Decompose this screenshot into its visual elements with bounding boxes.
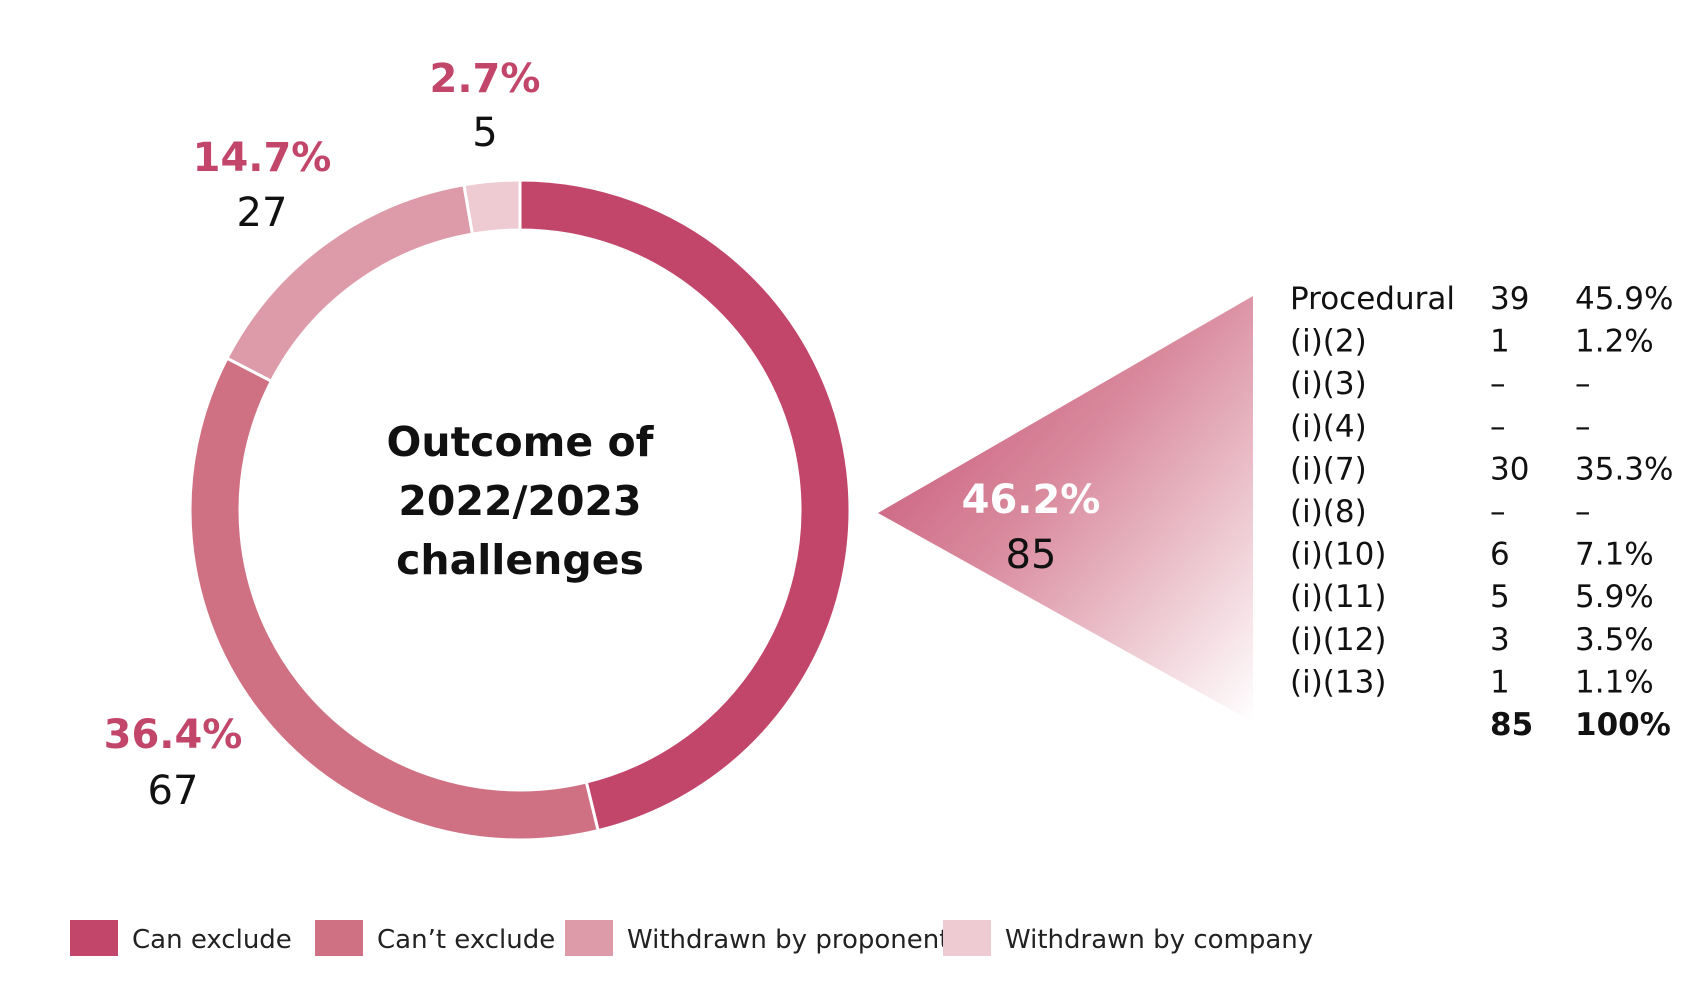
breakdown-row-percent: 1.2% [1575,324,1654,360]
breakdown-row-count: 1 [1490,324,1510,360]
legend-label: Can exclude [132,925,292,955]
donut-slices [188,178,852,842]
breakdown-row-percent: 35.3% [1575,451,1673,487]
donut-slice-can-exclude [518,178,852,833]
breakdown-row-count: 5 [1490,579,1510,615]
center-title-line-1: Outcome of [387,418,655,466]
slice-labels: 46.2% 85 36.4% 67 14.7% 27 2.7% 5 [104,56,1101,814]
legend-swatch [70,920,118,956]
slice-count-cant-exclude: 67 [148,768,199,814]
breakdown-row-label: (i)(8) [1290,494,1367,530]
slice-percent-withdrawn-by-proponent: 14.7% [193,135,332,181]
breakdown-row-label: (i)(12) [1290,622,1386,658]
slice-percent-withdrawn-by-company: 2.7% [430,56,541,102]
legend-swatch [943,920,991,956]
center-title-line-3: challenges [396,536,644,584]
breakdown-row-label: Procedural [1290,281,1455,317]
breakdown-row-label: (i)(7) [1290,451,1367,487]
legend: Can exclude Can’t exclude Withdrawn by pro… [70,920,1313,956]
legend-label: Withdrawn by company [1005,925,1313,955]
breakdown-row-label: (i)(10) [1290,537,1386,573]
breakdown-row-count: 3 [1490,622,1510,658]
breakdown-row-percent: 7.1% [1575,537,1654,573]
breakdown-callout-triangle [878,296,1253,722]
breakdown-row-percent: – [1575,409,1591,445]
breakdown-row-percent: 45.9% [1575,281,1673,317]
legend-swatch [565,920,613,956]
donut-slice-withdrawn-by-company [462,178,522,236]
breakdown-row-label: (i)(11) [1290,579,1386,615]
slice-count-can-exclude: 85 [1006,532,1057,578]
legend-swatch [315,920,363,956]
breakdown-row-count: 1 [1490,664,1510,700]
slice-percent-can-exclude: 46.2% [962,477,1101,523]
breakdown-row-percent: – [1575,366,1591,402]
breakdown-row-count: 30 [1490,451,1529,487]
legend-label: Withdrawn by proponent [627,925,949,955]
breakdown-row-percent: 1.1% [1575,664,1654,700]
breakdown-row-count: 39 [1490,281,1529,317]
breakdown-row-label: (i)(2) [1290,324,1367,360]
breakdown-row-label: (i)(3) [1290,366,1367,402]
breakdown-row-percent: – [1575,494,1591,530]
breakdown-row-percent: 3.5% [1575,622,1654,658]
slice-count-withdrawn-by-proponent: 27 [237,190,288,236]
legend-label: Can’t exclude [377,925,555,955]
breakdown-table: Procedural 39 45.9% (i)(2) 1 1.2% (i)(3) – – (i)(… [1290,281,1673,743]
breakdown-row-label: (i)(13) [1290,664,1386,700]
breakdown-total-count: 85 [1490,707,1533,743]
breakdown-row-percent: 5.9% [1575,579,1654,615]
breakdown-row-count: – [1490,366,1506,402]
breakdown-row-label: (i)(4) [1290,409,1367,445]
breakdown-total-percent: 100% [1575,707,1671,743]
breakdown-row-count: – [1490,409,1506,445]
slice-percent-cant-exclude: 36.4% [104,712,243,758]
breakdown-row-count: 6 [1490,537,1510,573]
center-title-line-2: 2022/2023 [398,477,641,525]
breakdown-row-count: – [1490,494,1506,530]
slice-count-withdrawn-by-company: 5 [472,110,497,156]
center-title: Outcome of 2022/2023 challenges [387,418,655,584]
